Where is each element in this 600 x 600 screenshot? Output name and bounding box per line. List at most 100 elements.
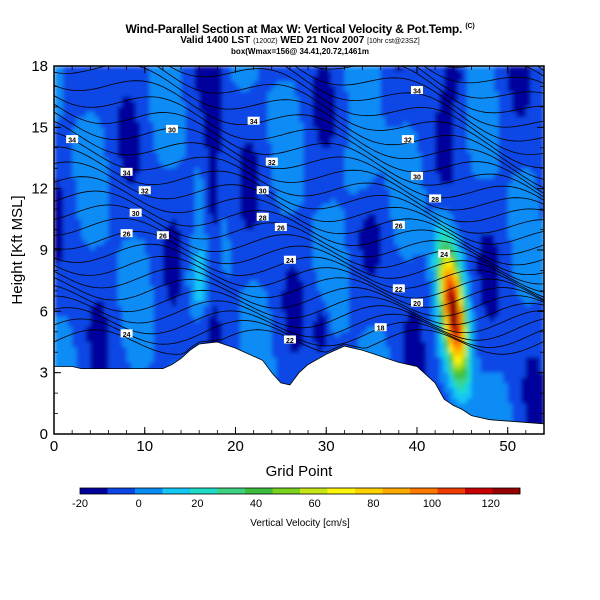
velocity-cell: [321, 147, 327, 154]
velocity-cell: [103, 198, 110, 205]
velocity-cell: [439, 229, 445, 236]
velocity-cell: [76, 290, 82, 297]
velocity-cell: [126, 178, 132, 185]
velocity-cell: [190, 178, 196, 185]
velocity-cell: [108, 244, 114, 251]
velocity-cell: [158, 260, 164, 266]
velocity-cell: [330, 91, 336, 98]
velocity-cell: [131, 239, 137, 246]
velocity-cell: [426, 117, 432, 123]
velocity-cell: [512, 101, 518, 108]
velocity-cell: [99, 265, 105, 272]
velocity-cell: [326, 117, 332, 123]
velocity-cell: [385, 106, 391, 113]
velocity-cell: [371, 209, 377, 215]
velocity-cell: [271, 173, 277, 180]
velocity-cell: [485, 112, 491, 118]
velocity-cell: [389, 209, 395, 215]
velocity-cell: [389, 142, 395, 149]
velocity-cell: [348, 285, 355, 292]
velocity-cell: [317, 270, 323, 277]
velocity-cell: [122, 173, 128, 180]
velocity-cell: [503, 127, 509, 134]
velocity-cell: [194, 81, 200, 88]
velocity-cell: [403, 86, 409, 93]
velocity-cell: [208, 158, 214, 164]
velocity-cell: [253, 234, 259, 241]
velocity-cell: [480, 91, 486, 98]
velocity-cell: [475, 234, 482, 241]
velocity-cell: [299, 106, 305, 113]
velocity-cell: [489, 244, 495, 251]
velocity-cell: [466, 137, 473, 144]
velocity-cell: [158, 158, 164, 164]
velocity-cell: [462, 137, 468, 144]
velocity-cell: [308, 147, 314, 154]
velocity-cell: [398, 66, 404, 72]
velocity-cell: [122, 137, 128, 144]
velocity-cell: [398, 265, 404, 272]
velocity-cell: [326, 224, 332, 231]
velocity-cell: [226, 280, 232, 287]
velocity-cell: [54, 244, 60, 251]
velocity-cell: [534, 76, 541, 82]
velocity-cell: [489, 173, 495, 180]
velocity-cell: [289, 86, 296, 93]
velocity-cell: [117, 158, 123, 164]
velocity-cell: [376, 250, 382, 256]
velocity-cell: [448, 270, 454, 277]
velocity-cell: [212, 290, 218, 297]
velocity-cell: [453, 106, 459, 113]
velocity-cell: [439, 66, 445, 72]
velocity-cell: [235, 96, 241, 103]
velocity-cell: [439, 234, 445, 241]
velocity-cell: [135, 142, 141, 149]
velocity-cell: [294, 234, 300, 241]
velocity-cell: [530, 193, 536, 200]
velocity-cell: [67, 152, 73, 159]
velocity-cell: [435, 163, 441, 169]
velocity-cell: [117, 280, 123, 287]
velocity-cell: [76, 183, 82, 190]
velocity-cell: [244, 244, 250, 251]
velocity-cell: [185, 66, 191, 72]
velocity-cell: [285, 101, 291, 108]
velocity-cell: [385, 260, 391, 266]
velocity-cell: [153, 260, 159, 266]
velocity-cell: [131, 152, 137, 159]
velocity-cell: [276, 214, 282, 220]
velocity-cell: [362, 260, 368, 266]
velocity-cell: [276, 290, 282, 297]
velocity-cell: [489, 209, 495, 215]
velocity-cell: [485, 234, 491, 241]
velocity-cell: [407, 96, 414, 103]
velocity-cell: [367, 255, 373, 261]
velocity-cell: [407, 127, 414, 134]
velocity-cell: [280, 188, 286, 195]
velocity-cell: [67, 178, 73, 185]
velocity-cell: [516, 239, 522, 246]
velocity-cell: [376, 198, 382, 205]
velocity-cell: [226, 112, 232, 118]
velocity-cell: [312, 265, 318, 272]
velocity-cell: [348, 198, 355, 205]
velocity-cell: [444, 137, 450, 144]
velocity-cell: [466, 112, 473, 118]
velocity-cell: [335, 91, 341, 98]
velocity-cell: [76, 152, 82, 159]
velocity-cell: [271, 168, 277, 174]
velocity-cell: [171, 76, 178, 82]
velocity-cell: [244, 81, 250, 88]
velocity-cell: [76, 239, 82, 246]
velocity-cell: [394, 163, 400, 169]
velocity-cell: [90, 214, 96, 220]
velocity-cell: [321, 183, 327, 190]
velocity-cell: [435, 239, 441, 246]
velocity-cell: [208, 255, 214, 261]
velocity-cell: [244, 265, 250, 272]
velocity-cell: [158, 147, 164, 154]
velocity-cell: [317, 198, 323, 205]
velocity-cell: [171, 142, 178, 149]
velocity-cell: [371, 132, 377, 139]
